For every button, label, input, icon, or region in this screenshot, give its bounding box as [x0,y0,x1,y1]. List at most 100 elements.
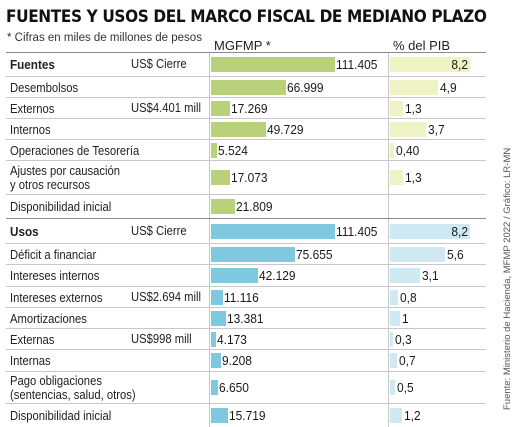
mgfmp-bar-fuentes-6 [211,199,236,214]
pib-bar-usos-7 [390,380,395,395]
mgfmp-value-fuentes-6: 21.809 [236,199,273,214]
pib-bar-usos-6 [390,353,397,368]
row-unit-usos-0: US$ Cierre [131,223,187,238]
row-divider [6,371,486,372]
mgfmp-bar-usos-0 [211,223,335,239]
pib-value-fuentes-1: 4,9 [439,79,457,95]
pib-value-fuentes-5: 1,3 [404,170,422,185]
pib-bar-usos-5 [390,331,393,347]
row-label-usos-0: Usos [10,223,39,239]
column-divider-mgfmp [209,52,210,427]
mgfmp-value-usos-0: 111.405 [336,223,378,239]
pib-value-usos-5: 0,3 [394,331,412,347]
pib-bar-usos-3 [390,289,398,305]
row-label-usos-8: Disponibilidad inicial [10,408,112,423]
row-divider [6,264,486,265]
mgfmp-bar-fuentes-2 [211,100,231,116]
row-label-usos-7: Pago obligaciones (sentencias, salud, ot… [10,374,136,402]
pib-value-fuentes-3: 3,7 [428,121,445,137]
row-label-fuentes-4: Operaciones de Tesorería [10,143,140,158]
row-divider [6,243,486,244]
row-divider [6,139,486,140]
row-unit-fuentes-0: US$ Cierre [131,57,187,71]
pib-value-usos-2: 3,1 [422,268,439,283]
pib-value-fuentes-4: 0,40 [395,142,420,158]
row-divider [6,218,486,219]
pib-value-usos-0: 8,2 [451,223,468,239]
mgfmp-bar-fuentes-5 [211,170,230,185]
mgfmp-bar-usos-2 [211,268,258,283]
pib-value-usos-1: 5,6 [446,246,464,262]
row-label-fuentes-1: Desembolsos [10,80,79,95]
mgfmp-value-usos-8: 15.719 [229,407,267,423]
pib-bar-usos-0 [390,223,470,239]
mgfmp-value-usos-4: 13.381 [226,310,264,326]
pib-value-fuentes-2: 1,3 [404,100,422,116]
row-unit-usos-5: US$998 mill [131,331,192,346]
mgfmp-bar-fuentes-4 [211,142,218,158]
mgfmp-bar-fuentes-1 [211,79,286,95]
mgfmp-bar-usos-6 [211,353,222,368]
mgfmp-value-fuentes-1: 66.999 [286,79,324,95]
row-divider [6,286,486,287]
pib-value-fuentes-0: 8,2 [451,57,468,72]
pib-value-usos-8: 1,2 [403,407,421,423]
pib-bar-fuentes-1 [390,79,438,95]
row-label-fuentes-0: Fuentes [10,57,55,72]
pib-bar-usos-8 [390,407,402,423]
mgfmp-bar-usos-3 [211,289,224,305]
pib-bar-fuentes-4 [390,142,394,158]
mgfmp-value-usos-2: 42.129 [258,268,296,283]
pib-bar-usos-1 [390,246,445,262]
pib-bar-usos-2 [390,268,421,283]
column-header-mgfmp: MGFMP * [214,38,271,53]
row-unit-usos-3: US$2.694 mill [131,289,202,304]
pib-bar-fuentes-3 [390,121,427,137]
row-divider [6,97,486,98]
mgfmp-bar-fuentes-3 [211,121,267,137]
row-label-usos-4: Amortizaciones [10,311,87,326]
row-label-usos-5: Externas [10,332,55,347]
pib-value-usos-4: 1 [401,310,409,326]
chart-title: FUENTES Y USOS DEL MARCO FISCAL DE MEDIA… [6,7,487,26]
mgfmp-bar-fuentes-0 [211,57,335,72]
row-label-fuentes-5: Ajustes por causación y otros recursos [10,164,121,192]
column-header-pib: % del PIB [393,38,451,53]
row-label-usos-1: Déficit a financiar [10,247,97,262]
mgfmp-value-fuentes-2: 17.269 [231,100,268,116]
pib-bar-usos-4 [390,310,400,326]
mgfmp-value-fuentes-0: 111.405 [336,57,378,72]
row-divider [6,52,486,53]
row-label-fuentes-3: Internos [10,122,51,137]
row-divider [6,160,486,161]
row-unit-fuentes-2: US$4.401 mill [131,100,202,115]
pib-value-usos-6: 0,7 [398,353,416,368]
row-divider [6,307,486,308]
row-divider [6,403,486,404]
pib-bar-fuentes-5 [390,170,403,185]
row-divider [6,194,486,195]
mgfmp-value-usos-1: 75.655 [296,246,333,262]
mgfmp-value-usos-5: 4.173 [216,331,247,347]
pib-value-usos-7: 0,5 [396,380,414,395]
pib-value-usos-3: 0,8 [399,289,417,305]
row-divider [6,349,486,350]
mgfmp-bar-usos-5 [211,331,216,347]
row-divider [6,76,486,77]
mgfmp-bar-usos-4 [211,310,226,326]
pib-bar-fuentes-2 [390,100,403,116]
mgfmp-value-usos-3: 11.116 [224,289,260,305]
row-label-usos-6: Internas [10,354,51,368]
mgfmp-value-fuentes-4: 5.524 [218,142,249,158]
row-label-fuentes-2: Externos [10,101,55,116]
column-divider-pib [388,52,389,427]
mgfmp-bar-usos-7 [211,380,219,395]
mgfmp-value-usos-6: 9.208 [222,353,253,368]
mgfmp-value-usos-7: 6.650 [219,380,250,395]
row-label-usos-2: Intereses internos [10,269,100,283]
source-credit: Fuente: Ministerio de Hacienda, MFMP 202… [502,147,512,410]
mgfmp-bar-usos-1 [211,246,296,262]
pib-bar-fuentes-0 [390,57,470,72]
mgfmp-value-fuentes-3: 49.729 [267,121,304,137]
row-divider [6,118,486,119]
